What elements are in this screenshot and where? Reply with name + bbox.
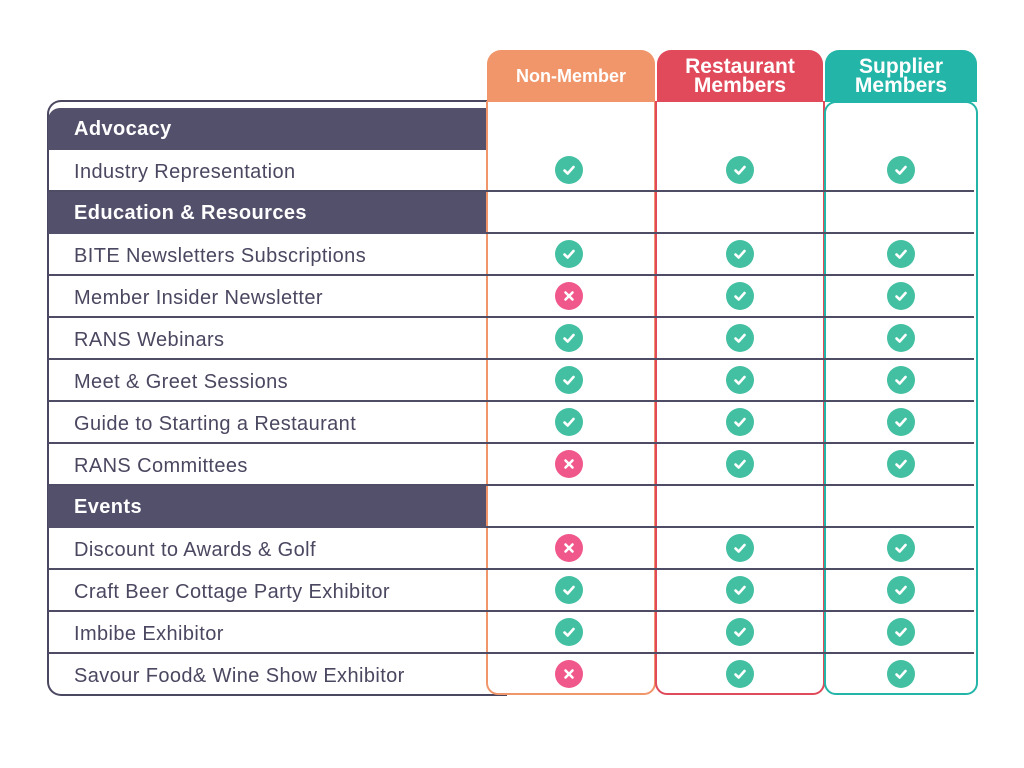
- table-row: Imbibe Exhibitor: [48, 612, 974, 654]
- check-circle-icon: [555, 324, 583, 352]
- table-row: Craft Beer Cottage Party Exhibitor: [48, 570, 974, 612]
- check-circle-icon: [887, 366, 915, 394]
- x-circle-icon: [555, 450, 583, 478]
- check-circle-icon: [887, 618, 915, 646]
- check-circle-icon: [726, 324, 754, 352]
- column-header-non-member: Non-Member: [487, 50, 655, 102]
- x-circle-icon: [555, 282, 583, 310]
- feature-label: Meet & Greet Sessions: [74, 371, 289, 393]
- section-label: Education & Resources: [74, 202, 307, 224]
- feature-label: Imbibe Exhibitor: [74, 623, 224, 645]
- section-header: Events: [48, 486, 974, 528]
- column-header-supplier-members: Supplier Members: [825, 50, 977, 102]
- check-circle-icon: [726, 240, 754, 268]
- check-circle-icon: [726, 660, 754, 688]
- check-circle-icon: [726, 576, 754, 604]
- column-header-label: Supplier: [858, 55, 943, 78]
- check-circle-icon: [887, 576, 915, 604]
- table-row: Member Insider Newsletter: [48, 276, 974, 318]
- feature-label: Discount to Awards & Golf: [74, 539, 316, 561]
- check-circle-icon: [887, 156, 915, 184]
- section-label: Advocacy: [74, 118, 172, 140]
- check-circle-icon: [887, 408, 915, 436]
- check-circle-icon: [555, 408, 583, 436]
- check-circle-icon: [726, 408, 754, 436]
- table-row: RANS Webinars: [48, 318, 974, 360]
- section-label: Events: [74, 496, 142, 518]
- check-circle-icon: [555, 240, 583, 268]
- section-header: Education & Resources: [48, 192, 974, 234]
- feature-label: Savour Food& Wine Show Exhibitor: [74, 665, 405, 687]
- table-row: BITE Newsletters Subscriptions: [48, 234, 974, 276]
- check-circle-icon: [555, 576, 583, 604]
- feature-label: RANS Webinars: [74, 329, 225, 351]
- check-circle-icon: [887, 324, 915, 352]
- check-circle-icon: [726, 282, 754, 310]
- check-circle-icon: [726, 366, 754, 394]
- column-header-label: Restaurant: [685, 55, 795, 78]
- column-header-restaurant-members: Restaurant Members: [657, 50, 823, 102]
- table-row: Savour Food& Wine Show Exhibitor: [48, 654, 974, 696]
- supplier-members-column: [824, 101, 978, 695]
- table-row: RANS Committees: [48, 444, 974, 486]
- table-row: Meet & Greet Sessions: [48, 360, 974, 402]
- x-circle-icon: [555, 534, 583, 562]
- check-circle-icon: [726, 618, 754, 646]
- check-circle-icon: [887, 534, 915, 562]
- feature-label: Member Insider Newsletter: [74, 287, 323, 309]
- column-header-label: Non-Member: [515, 65, 626, 86]
- table-frame: [47, 100, 507, 696]
- check-circle-icon: [555, 156, 583, 184]
- check-circle-icon: [887, 660, 915, 688]
- check-circle-icon: [726, 156, 754, 184]
- check-circle-icon: [555, 618, 583, 646]
- feature-label: Craft Beer Cottage Party Exhibitor: [74, 581, 390, 603]
- feature-label: BITE Newsletters Subscriptions: [74, 245, 367, 267]
- column-header-label: Members: [854, 74, 948, 97]
- column-header-label: Members: [693, 74, 787, 97]
- check-circle-icon: [887, 450, 915, 478]
- table-row: Discount to Awards & Golf: [48, 528, 974, 570]
- check-circle-icon: [726, 450, 754, 478]
- section-header-bar: [48, 108, 486, 150]
- section-header-bar: [48, 192, 486, 234]
- check-circle-icon: [726, 534, 754, 562]
- check-circle-icon: [555, 366, 583, 394]
- check-circle-icon: [887, 282, 915, 310]
- table-row: Industry Representation: [48, 150, 974, 192]
- check-circle-icon: [887, 240, 915, 268]
- table-row: Guide to Starting a Restaurant: [48, 402, 974, 444]
- feature-label: RANS Committees: [74, 455, 248, 477]
- x-circle-icon: [555, 660, 583, 688]
- section-header-bar: [48, 486, 486, 528]
- feature-label: Guide to Starting a Restaurant: [74, 413, 357, 435]
- feature-label: Industry Representation: [74, 161, 296, 183]
- section-header: Advocacy: [48, 108, 974, 150]
